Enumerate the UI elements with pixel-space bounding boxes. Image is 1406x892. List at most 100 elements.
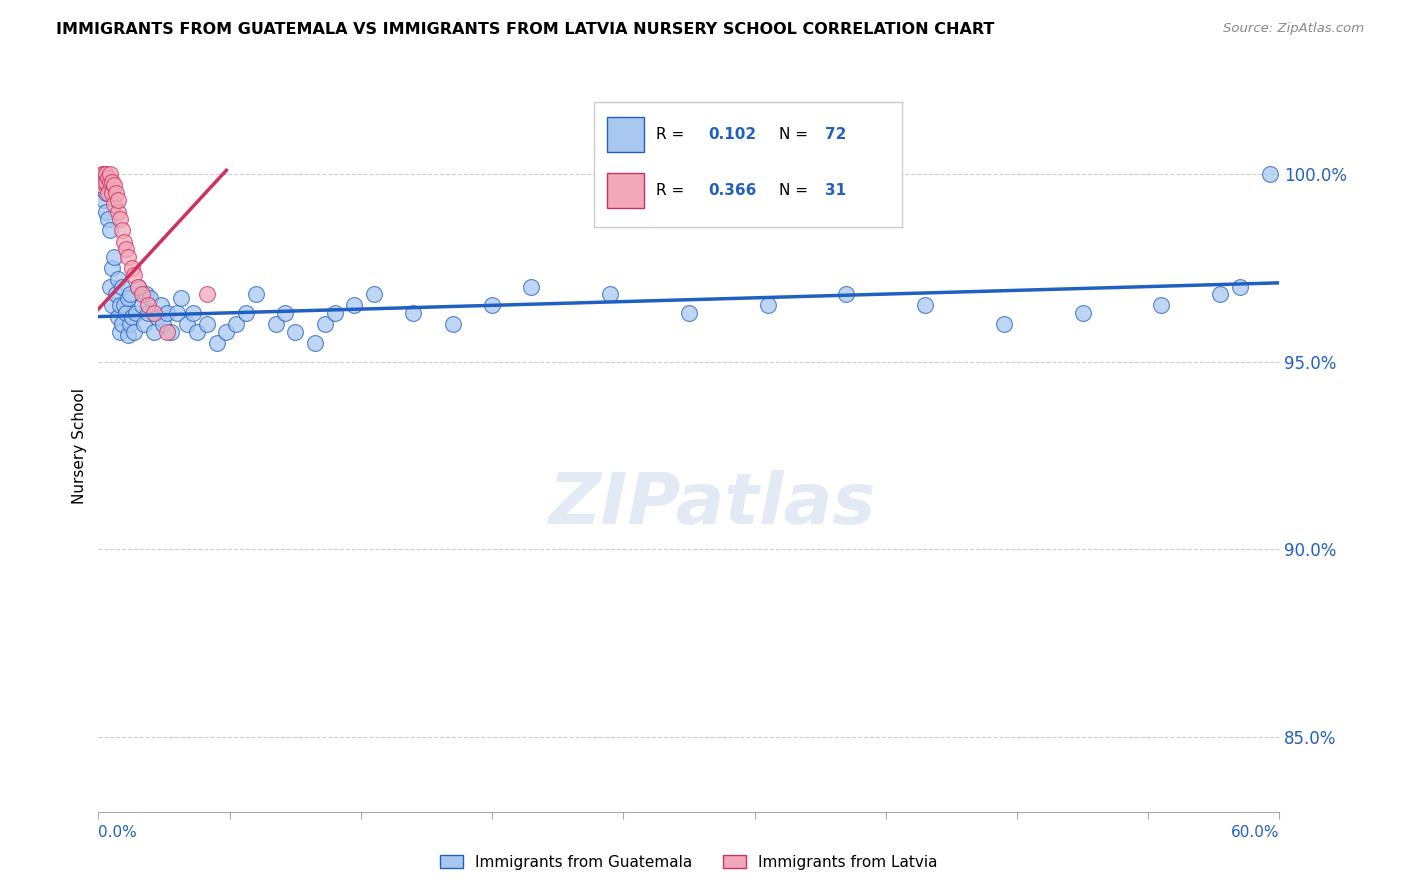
Point [122,268,145,283]
Point [105,287,128,301]
Point [101,186,124,200]
Point [105,186,128,200]
Point [98,223,121,237]
Text: IMMIGRANTS FROM GUATEMALA VS IMMIGRANTS FROM LATVIA NURSERY SCHOOL CORRELATION C: IMMIGRANTS FROM GUATEMALA VS IMMIGRANTS … [56,22,994,37]
Point [89,170,111,185]
Point [835,287,858,301]
Point [343,298,366,312]
Point [142,325,165,339]
Point [93,175,115,189]
Point [1229,279,1251,293]
Text: 60.0%: 60.0% [1232,825,1279,839]
Point [181,306,204,320]
Point [195,287,218,301]
Point [599,287,621,301]
Point [103,178,125,193]
Point [156,325,179,339]
Point [176,317,198,331]
Point [135,287,157,301]
Text: 0.0%: 0.0% [98,825,138,839]
Legend: Immigrants from Guatemala, Immigrants from Latvia: Immigrants from Guatemala, Immigrants fr… [433,847,945,877]
Point [115,306,138,320]
Point [678,306,700,320]
Point [156,306,179,320]
Point [245,287,267,301]
Point [117,250,139,264]
Point [96,186,118,200]
Point [125,306,148,320]
Point [111,279,134,293]
Point [121,260,143,275]
Point [101,175,124,189]
Point [152,317,174,331]
Point [402,306,425,320]
Point [314,317,336,331]
Point [93,167,115,181]
Point [166,306,188,320]
Point [131,298,153,312]
Point [108,212,131,227]
Point [136,306,159,320]
Point [127,279,149,293]
Point [993,317,1015,331]
Point [481,298,503,312]
Point [186,325,208,339]
Point [96,175,118,189]
Point [118,317,141,331]
Text: ZIPatlas: ZIPatlas [548,470,876,539]
Point [215,325,238,339]
Point [107,204,129,219]
Point [136,298,159,312]
Point [170,291,193,305]
Point [107,272,129,286]
Point [97,170,120,185]
Point [195,317,218,331]
Point [96,167,118,181]
Point [93,194,115,208]
Point [205,335,228,350]
Point [1209,287,1232,301]
Point [441,317,464,331]
Point [118,287,141,301]
Point [138,291,160,305]
Point [117,328,139,343]
Point [264,317,287,331]
Point [103,250,125,264]
Point [1071,306,1094,320]
Point [96,204,118,219]
Point [112,298,135,312]
Point [91,167,114,181]
Point [97,212,120,227]
Point [107,194,129,208]
Point [98,167,121,181]
Point [98,279,121,293]
Point [150,298,173,312]
Point [122,325,145,339]
Point [108,325,131,339]
Point [274,306,297,320]
Point [115,242,138,256]
Point [111,317,134,331]
Y-axis label: Nursery School: Nursery School [72,388,87,504]
Point [132,317,155,331]
Point [323,306,346,320]
Point [1258,167,1281,181]
Point [235,306,257,320]
Point [107,310,129,324]
Point [304,335,326,350]
Point [111,223,134,237]
Point [108,298,131,312]
Point [91,178,114,193]
Point [98,175,121,189]
Point [146,310,169,324]
Point [1150,298,1173,312]
Point [363,287,385,301]
Point [127,279,149,293]
Point [160,325,183,339]
Point [520,279,543,293]
Point [101,298,124,312]
Text: Source: ZipAtlas.com: Source: ZipAtlas.com [1223,22,1364,36]
Point [103,197,125,211]
Point [131,287,153,301]
Point [97,186,120,200]
